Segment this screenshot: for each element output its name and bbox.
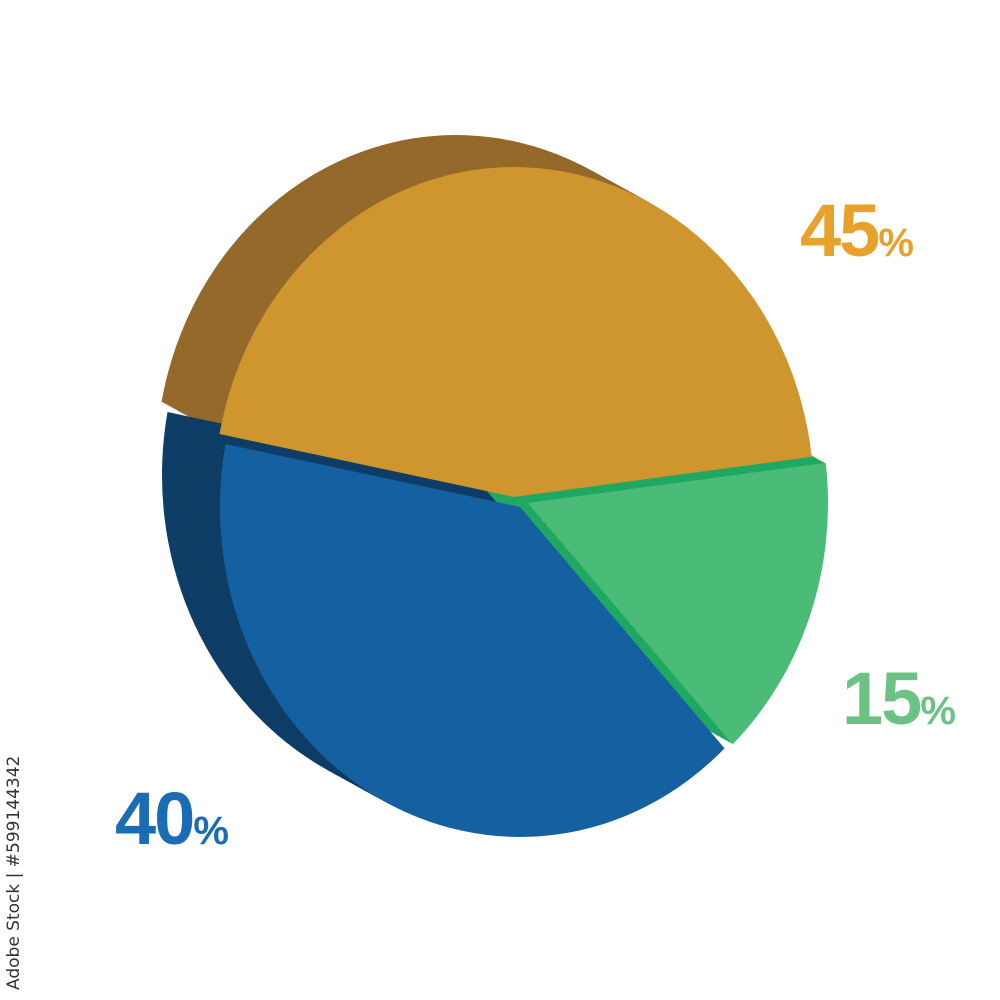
slice-40: [219, 444, 725, 837]
slice-45: [219, 166, 812, 497]
label-15: 15%: [842, 657, 956, 740]
watermark: Adobe Stock | #599144342: [4, 755, 24, 990]
label-45: 45%: [800, 189, 914, 272]
slice-15: [528, 462, 828, 745]
label-40: 40%: [115, 777, 229, 860]
